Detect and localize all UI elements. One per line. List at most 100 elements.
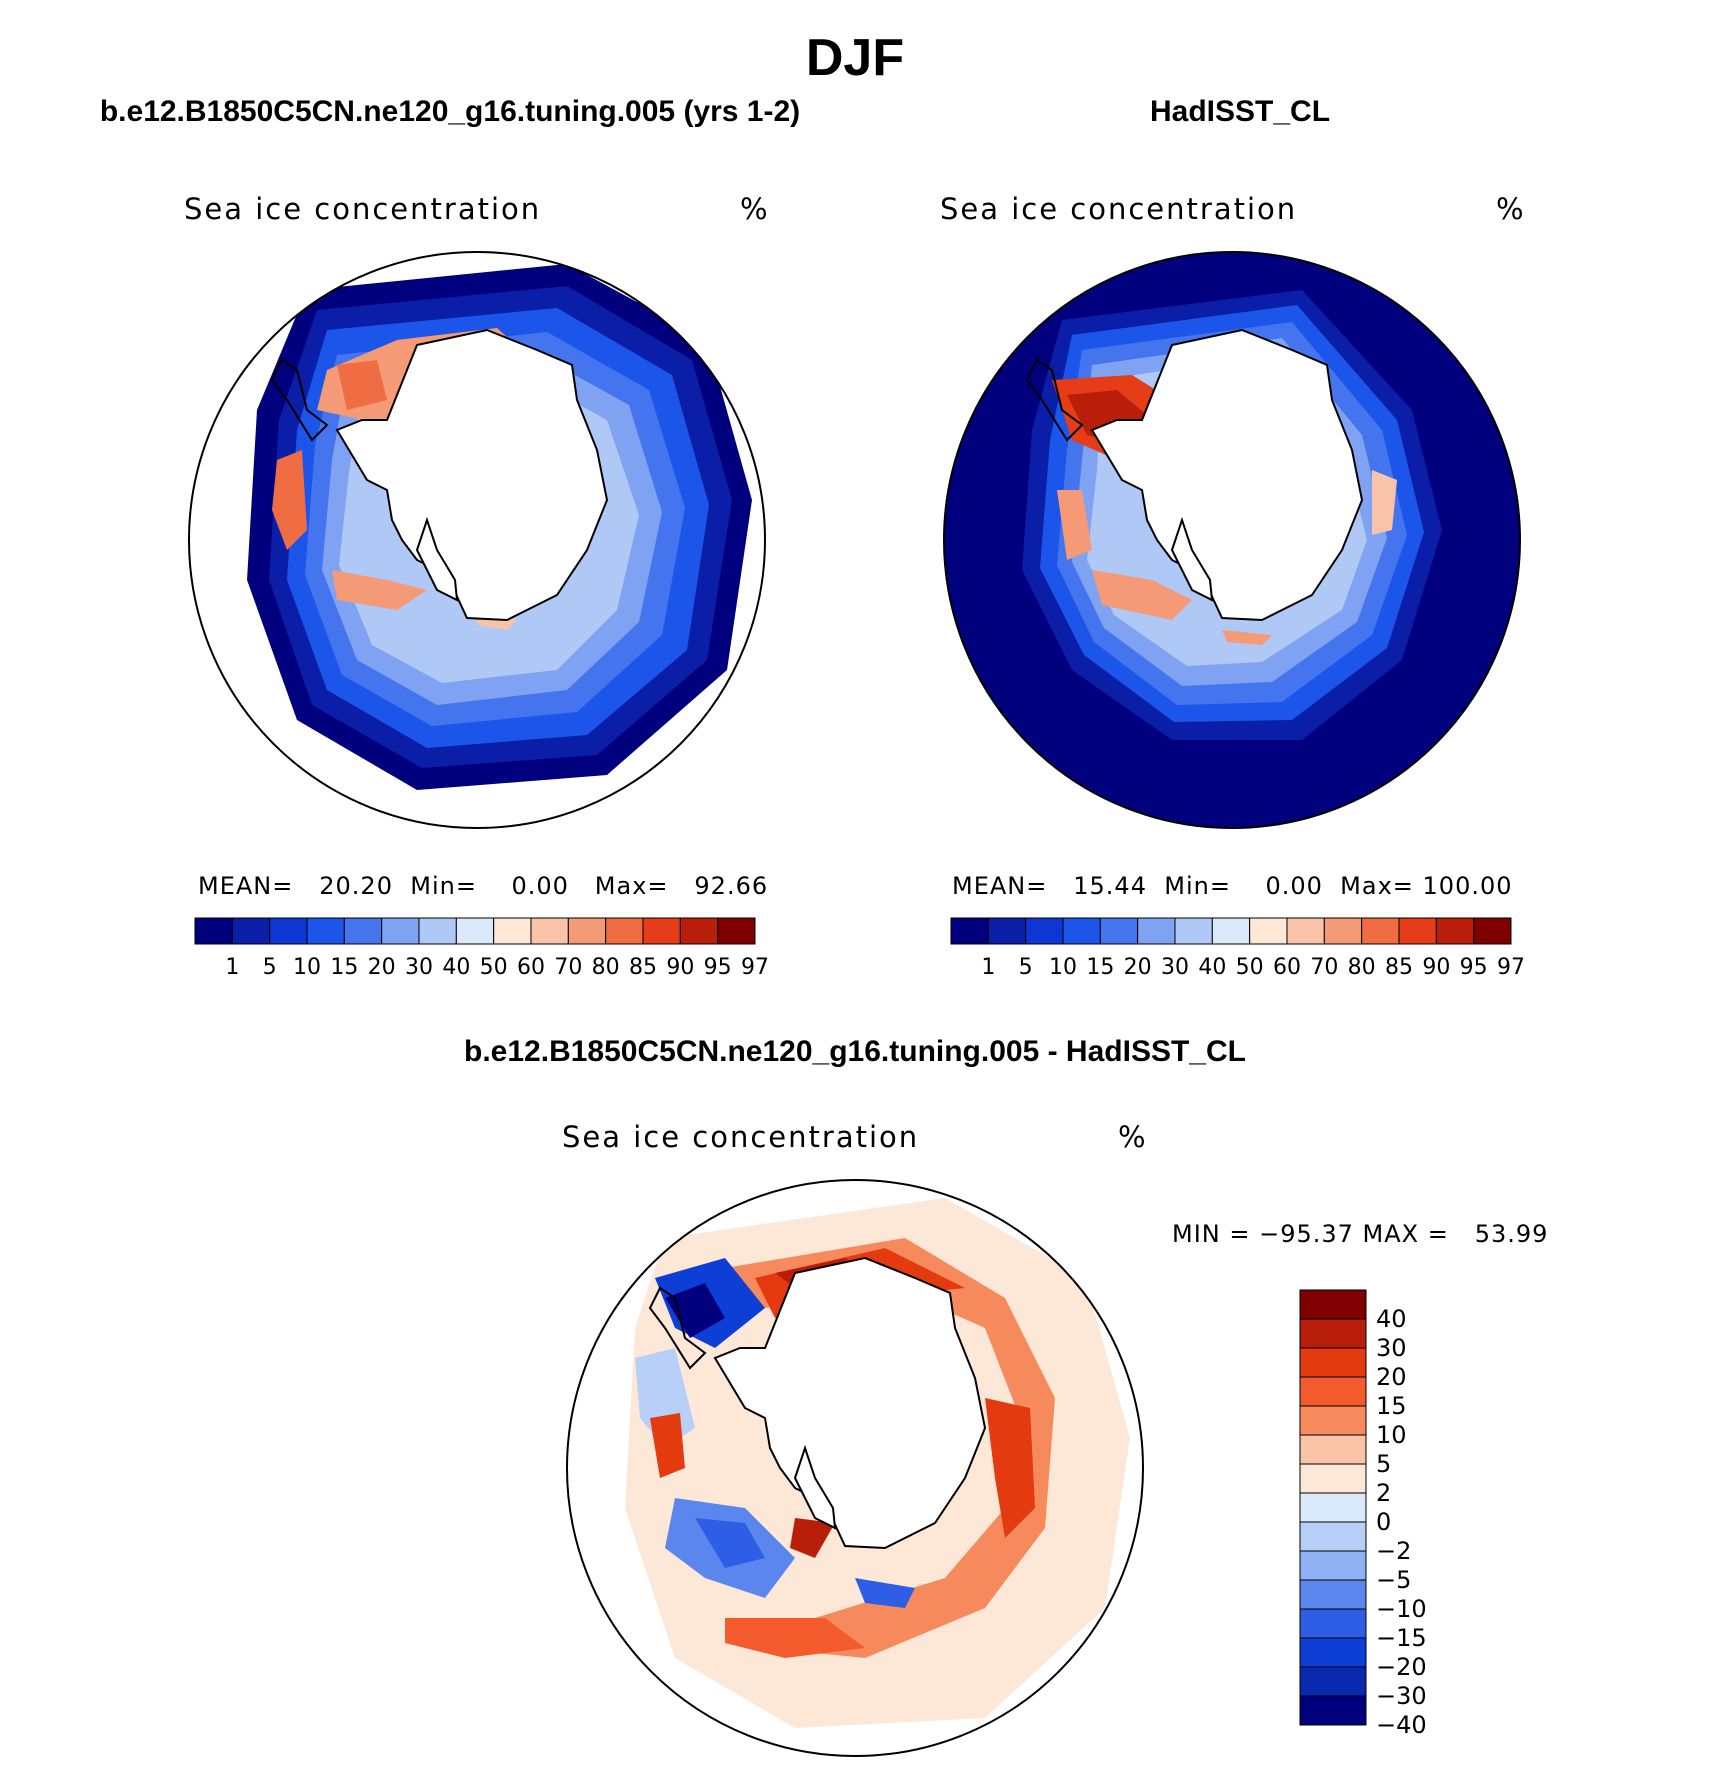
colorbar-swatch (679, 917, 719, 945)
colorbar-tick-label: 70 (1310, 955, 1338, 980)
colorbar-obs: 1 5 10 15 20 30 40 50 60 70 80 85 90 95 97 (950, 917, 1525, 980)
colorbar-swatch (717, 917, 756, 945)
colorbar-tick-label: 30 (1376, 1334, 1407, 1362)
colorbar-tick-label: 20 (1124, 955, 1152, 980)
colorbar-swatch (1299, 1434, 1367, 1465)
colorbar-tick-label: 10 (1376, 1421, 1407, 1449)
colorbar-swatch (1249, 917, 1288, 945)
colorbar-swatch (418, 917, 457, 945)
colorbar-tick-label: 1 (225, 955, 239, 980)
min-value-obs: 0.00 (1265, 872, 1323, 900)
colorbar-tick-label: 40 (442, 955, 470, 980)
units-label-obs: % (1496, 192, 1524, 226)
colorbar-swatch (1286, 917, 1325, 945)
max-value-obs: 100.00 (1422, 872, 1513, 900)
colorbar-tick-label: 30 (1161, 955, 1189, 980)
colorbar-swatch (1025, 917, 1064, 945)
colorbar-tick-label: 2 (1376, 1479, 1391, 1507)
min-label-obs: Min= (1164, 872, 1231, 900)
colorbar-tick-label: 97 (741, 955, 769, 980)
colorbar-swatch (1299, 1637, 1367, 1668)
colorbar-tick-label: 5 (1019, 955, 1033, 980)
panel-title-obs: HadISST_CL (1149, 95, 1331, 128)
variable-label-obs: Sea ice concentration (940, 192, 1298, 226)
mean-value-obs: 15.44 (1073, 872, 1147, 900)
stats-model: MEAN= 20.20 Min= 0.00 Max= 92.66 (198, 872, 768, 900)
colorbar-swatch (343, 917, 383, 945)
colorbar-swatch (1398, 917, 1437, 945)
colorbar-swatch (1299, 1695, 1367, 1726)
max-label-model: Max= (594, 872, 669, 900)
colorbar-swatch (1299, 1318, 1367, 1349)
colorbar-tick-label: −30 (1376, 1682, 1427, 1710)
variable-label-model: Sea ice concentration (184, 192, 542, 226)
colorbar-swatch (1435, 917, 1475, 945)
colorbar-tick-label: 70 (554, 955, 582, 980)
colorbar-swatch (530, 917, 569, 945)
units-label-model: % (740, 192, 768, 226)
colorbar-tick-label: 20 (1376, 1363, 1407, 1391)
colorbar-swatch (1299, 1289, 1367, 1320)
polar-map-model (188, 251, 766, 829)
colorbar-tick-label: 90 (1422, 955, 1450, 980)
colorbar-tick-label: 40 (1198, 955, 1226, 980)
colorbar-swatch (1299, 1579, 1367, 1610)
colorbar-tick-label: 95 (1460, 955, 1488, 980)
polar-map-diff (566, 1179, 1144, 1757)
colorbar-tick-label: 10 (1049, 955, 1077, 980)
colorbar-tick-label: 60 (1273, 955, 1301, 980)
colorbar-tick-label: 15 (330, 955, 358, 980)
colorbar-swatch (1299, 1376, 1367, 1407)
colorbar-swatch (1299, 1405, 1367, 1436)
colorbar-tick-label: 90 (666, 955, 694, 980)
colorbar-tick-label: 20 (368, 955, 396, 980)
max-value-model: 92.66 (694, 872, 769, 900)
min-value-model: 0.00 (511, 872, 569, 900)
polar-map-obs (943, 251, 1521, 829)
colorbar-swatch (1299, 1666, 1367, 1697)
colorbar-swatch (1299, 1492, 1367, 1523)
colorbar-swatch (950, 917, 989, 945)
colorbar-swatch (269, 917, 308, 945)
mean-label-obs: MEAN= (952, 872, 1048, 900)
colorbar-swatch (1099, 917, 1139, 945)
colorbar-swatch (1062, 917, 1101, 945)
colorbar-tick-label: −5 (1376, 1566, 1411, 1594)
minmax-diff: MIN = −95.37 MAX = 53.99 (1172, 1220, 1549, 1248)
colorbar-swatch (1299, 1463, 1367, 1494)
colorbar-tick-label: −40 (1376, 1711, 1427, 1739)
colorbar-swatch (1473, 917, 1512, 945)
panel-title-diff: b.e12.B1850C5CN.ne120_g16.tuning.005 - H… (464, 1035, 1246, 1068)
colorbar-tick-label: 10 (293, 955, 321, 980)
colorbar-tick-label: −10 (1376, 1595, 1427, 1623)
colorbar-tick-label: 97 (1497, 955, 1525, 980)
colorbar-tick-label: −20 (1376, 1653, 1427, 1681)
min-label-model: Min= (410, 872, 477, 900)
colorbar-tick-label: 30 (405, 955, 433, 980)
colorbar-tick-label: 5 (263, 955, 277, 980)
colorbar-swatch (1299, 1550, 1367, 1581)
mean-label-model: MEAN= (198, 872, 294, 900)
colorbar-swatch (231, 917, 271, 945)
figure-title: DJF (805, 29, 905, 87)
colorbar-tick-label: 0 (1376, 1508, 1391, 1536)
colorbar-tick-label: 80 (592, 955, 620, 980)
colorbar-tick-label: 40 (1376, 1305, 1407, 1333)
panel-title-model: b.e12.B1850C5CN.ne120_g16.tuning.005 (yr… (99, 95, 801, 128)
colorbar-tick-label: 80 (1348, 955, 1376, 980)
colorbar-swatch (1299, 1608, 1367, 1639)
colorbar-swatch (1299, 1521, 1367, 1552)
colorbar-swatch (1299, 1347, 1367, 1378)
units-label-diff: % (1118, 1120, 1146, 1154)
colorbar-tick-label: 1 (981, 955, 995, 980)
colorbar-swatch (306, 917, 345, 945)
variable-label-diff: Sea ice concentration (562, 1120, 920, 1154)
colorbar-swatch (455, 917, 495, 945)
colorbar-tick-label: −15 (1376, 1624, 1427, 1652)
colorbar-tick-label: 60 (517, 955, 545, 980)
colorbar-swatch (642, 917, 681, 945)
max-label-obs: Max= (1340, 872, 1414, 900)
colorbar-swatch (605, 917, 644, 945)
colorbar-swatch (493, 917, 532, 945)
